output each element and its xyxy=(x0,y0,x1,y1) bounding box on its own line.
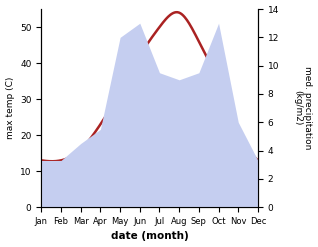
Y-axis label: max temp (C): max temp (C) xyxy=(5,77,15,139)
X-axis label: date (month): date (month) xyxy=(111,231,189,242)
Y-axis label: med. precipitation
(kg/m2): med. precipitation (kg/m2) xyxy=(293,66,313,150)
